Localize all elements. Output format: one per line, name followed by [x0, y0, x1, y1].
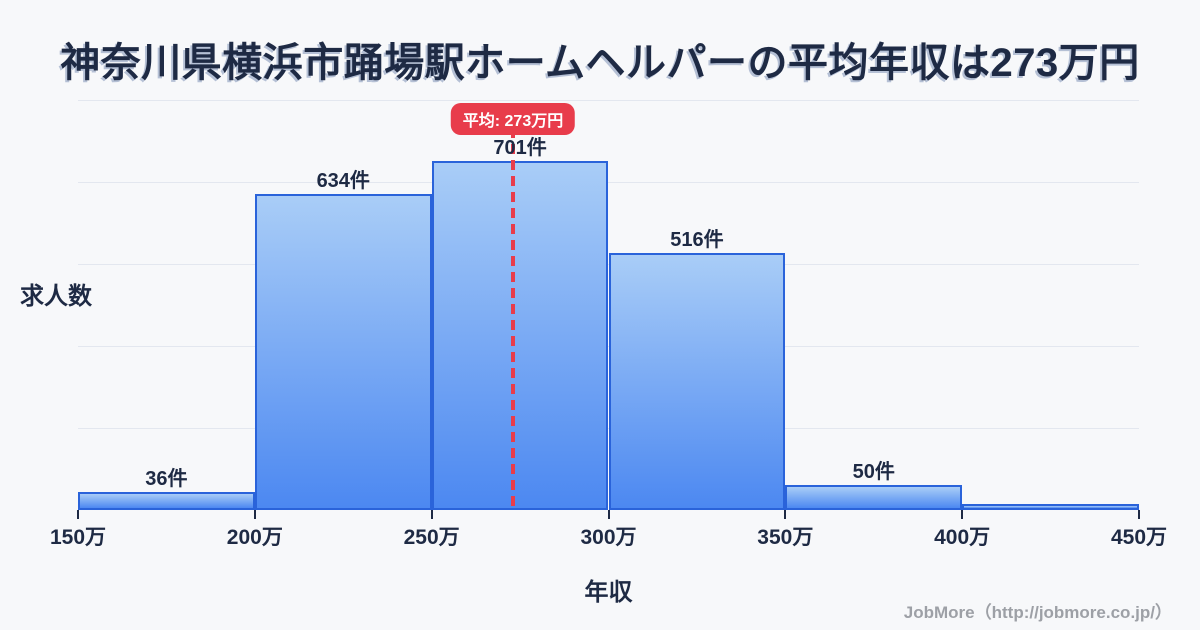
x-axis-tick-label: 300万 — [580, 526, 637, 549]
bar-count-label: 36件 — [145, 468, 188, 491]
x-axis-tick — [430, 510, 433, 519]
h-gridline — [78, 100, 1139, 101]
bar-count-label: 701件 — [493, 137, 547, 159]
x-axis-label: 年収 — [584, 579, 633, 606]
histogram-bar — [608, 253, 786, 510]
y-axis-label: 求人数 — [20, 283, 92, 310]
bar-count-label: 634件 — [316, 170, 370, 193]
x-axis-tick — [1138, 510, 1140, 519]
x-axis-tick-label: 450万 — [1110, 526, 1168, 549]
footer-credit: JobMore（http://jobmore.co.jp/） — [903, 603, 1172, 622]
mean-dashed-line — [511, 128, 515, 510]
histogram-bar — [78, 492, 255, 510]
x-axis-tick — [961, 510, 964, 519]
mean-value-badge: 平均: 273万円 — [450, 103, 576, 135]
x-axis-tick — [784, 510, 787, 519]
page-title: 神奈川県横浜市踊場駅ホームヘルパーの平均年収は273万円 — [60, 41, 1140, 85]
x-axis-tick — [77, 510, 79, 519]
x-axis-tick-label: 200万 — [226, 526, 283, 549]
x-axis-tick — [607, 510, 610, 519]
bar-count-label: 50件 — [852, 461, 895, 484]
x-axis-tick-label: 250万 — [403, 526, 460, 549]
histogram-bar — [431, 161, 609, 510]
x-axis-tick-label: 400万 — [934, 526, 991, 549]
x-axis-tick-label: 350万 — [757, 526, 814, 549]
x-axis-tick — [253, 510, 256, 519]
x-axis-tick-label: 150万 — [49, 526, 107, 549]
histogram-bar — [254, 194, 432, 510]
histogram-bar — [962, 504, 1139, 510]
h-gridline — [78, 182, 1139, 183]
histogram-bar — [785, 485, 963, 510]
bar-count-label: 516件 — [670, 229, 724, 252]
